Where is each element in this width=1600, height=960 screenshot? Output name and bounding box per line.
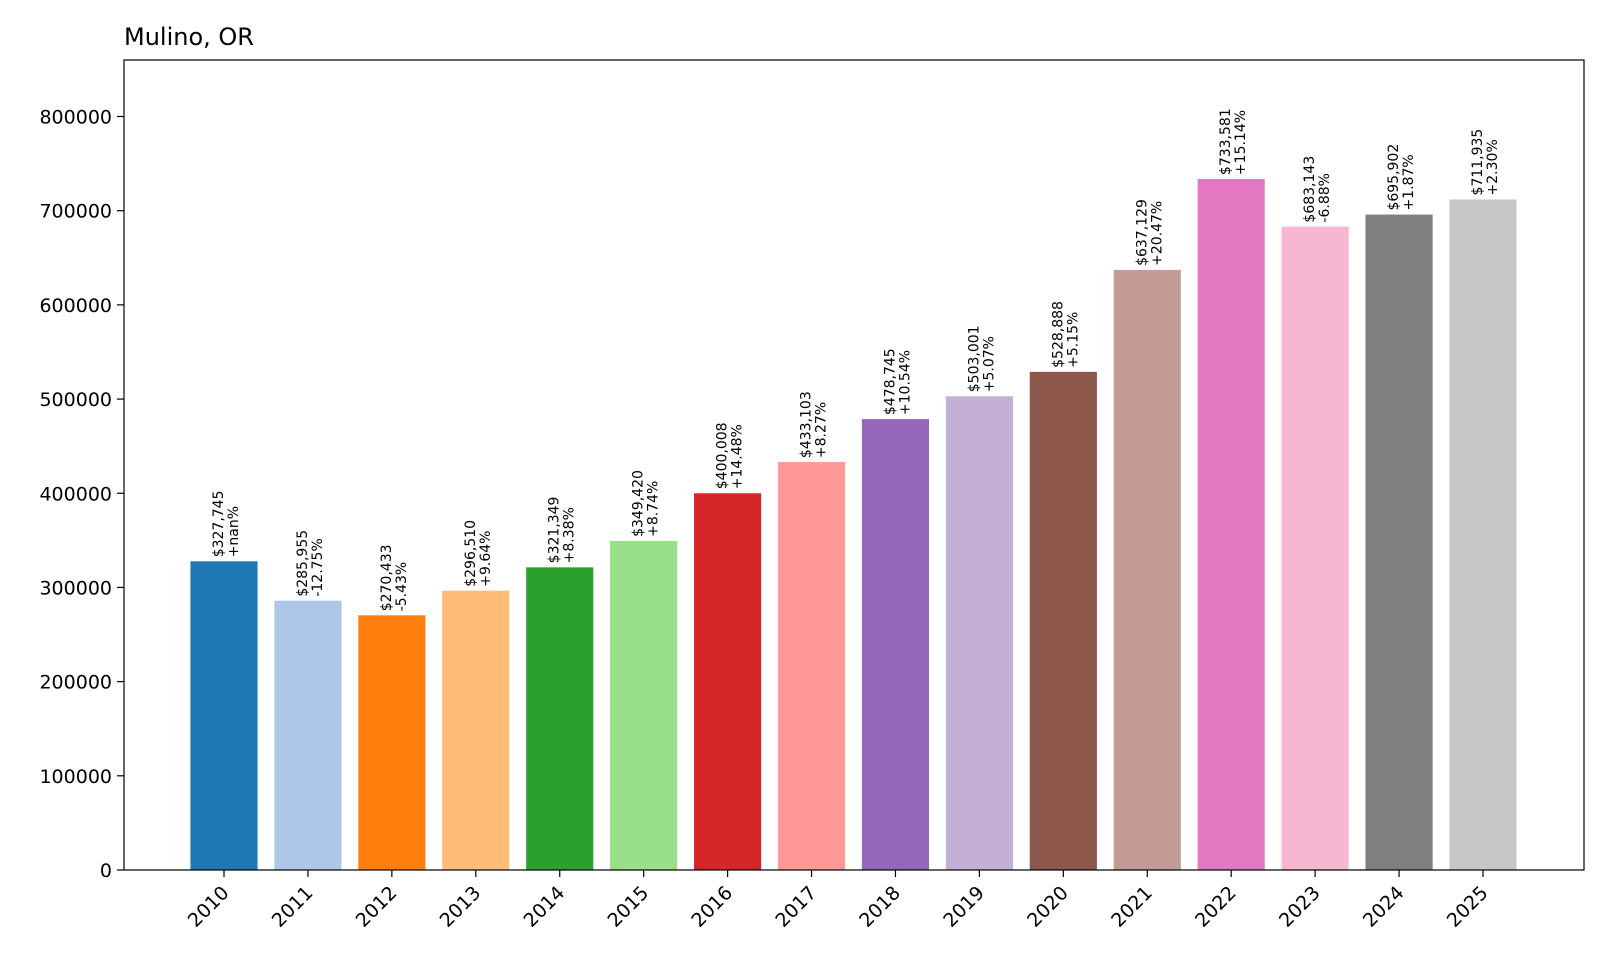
bar-change-text: +8.74%: [646, 481, 662, 537]
bar-2021: [1113, 269, 1181, 870]
bar-price-text: $695,902: [1386, 144, 1402, 211]
bar-price-text: $285,955: [295, 530, 311, 597]
bar-price-text: $637,129: [1134, 199, 1150, 266]
bar-2017: [777, 462, 846, 870]
bar-price-text: $296,510: [463, 520, 479, 587]
bar-change-text: +5.15%: [1065, 312, 1081, 368]
bar-price-text: $433,103: [799, 391, 815, 458]
x-tick-label: 2012: [352, 882, 402, 932]
bar-value-label: $327,745+nan%: [211, 490, 242, 557]
y-tick-label: 100000: [39, 766, 112, 788]
bar-value-label: $711,935+2.30%: [1470, 129, 1501, 196]
bar-price-text: $478,745: [882, 348, 898, 415]
bar-price-text: $349,420: [631, 470, 647, 537]
bar-value-label: $285,955-12.75%: [295, 530, 326, 597]
bar-price-text: $321,349: [547, 497, 563, 564]
bar-change-text: +10.54%: [897, 350, 913, 415]
bar-value-label: $683,143-6.88%: [1302, 156, 1333, 223]
y-tick-label: 200000: [39, 672, 112, 694]
bar-value-label: $270,433-5.43%: [379, 544, 410, 611]
bar-value-label: $503,001+5.07%: [966, 325, 997, 392]
bar-value-label: $321,349+8.38%: [547, 497, 578, 564]
bar-2010: [190, 561, 258, 870]
bar-price-text: $400,008: [715, 422, 731, 489]
bar-2012: [358, 615, 426, 870]
bar-2020: [1029, 371, 1097, 870]
y-tick-label: 600000: [39, 295, 112, 317]
bar-price-text: $528,888: [1050, 301, 1066, 368]
bar-change-text: +8.27%: [814, 402, 830, 458]
x-tick-label: 2020: [1023, 882, 1073, 932]
bar-2011: [274, 600, 342, 870]
bar-value-label: $400,008+14.48%: [715, 422, 746, 489]
y-tick-label: 800000: [39, 107, 112, 129]
bar-change-text: -12.75%: [310, 538, 326, 596]
x-axis: 2010 2011 2012 2013 2014 2015 2016 2017 2018 2019…: [184, 870, 1493, 932]
x-tick-label: 2015: [603, 882, 653, 932]
bar-change-text: +2.30%: [1485, 139, 1501, 195]
bar-value-label: $528,888+5.15%: [1050, 301, 1081, 368]
y-tick-label: 500000: [39, 389, 112, 411]
x-tick-label: 2022: [1191, 882, 1241, 932]
bar-change-text: +9.64%: [478, 531, 494, 587]
bar-price-text: $683,143: [1302, 156, 1318, 223]
bar-2024: [1365, 214, 1433, 870]
bar-value-label: $478,745+10.54%: [882, 348, 913, 415]
bar-change-text: +20.47%: [1149, 201, 1165, 266]
bar-2013: [442, 590, 510, 870]
bar-price-text: $733,581: [1218, 108, 1234, 175]
bar-2018: [861, 419, 930, 870]
bar-change-text: +14.48%: [730, 424, 746, 489]
bar-change-text: +8.38%: [562, 507, 578, 563]
bar-price-text: $503,001: [966, 325, 982, 392]
y-axis: 0 100000 200000 300000 400000 500000 600000 700…: [39, 107, 124, 882]
bar-2022: [1197, 179, 1265, 870]
x-tick-label: 2016: [687, 882, 737, 932]
x-tick-label: 2014: [520, 882, 570, 932]
bar-change-text: -5.43%: [394, 562, 410, 612]
chart-title: Mulino, OR: [124, 23, 254, 51]
x-tick-label: 2019: [939, 882, 989, 932]
bar-change-text: -6.88%: [1317, 173, 1333, 223]
bar-change-text: +nan%: [226, 506, 242, 557]
bar-price-text: $711,935: [1470, 129, 1486, 196]
bar-labels-layer: $327,745+nan% $285,955-12.75% $270,433-5.4…: [211, 108, 1501, 611]
bar-2019: [945, 396, 1013, 870]
bar-price-text: $327,745: [211, 490, 227, 557]
x-tick-label: 2017: [771, 882, 821, 932]
bar-2014: [526, 567, 594, 870]
bar-change-text: +15.14%: [1233, 110, 1249, 175]
bar-value-label: $296,510+9.64%: [463, 520, 494, 587]
bar-change-text: +1.87%: [1401, 154, 1417, 210]
bar-2015: [610, 540, 678, 870]
bar-value-label: $733,581+15.14%: [1218, 108, 1249, 175]
bar-2023: [1281, 226, 1349, 871]
bar-change-text: +5.07%: [981, 336, 997, 392]
y-tick-label: 300000: [39, 577, 112, 599]
x-tick-label: 2011: [268, 882, 318, 932]
y-tick-label: 700000: [39, 201, 112, 223]
y-tick-label: 0: [100, 860, 112, 882]
bars-layer: [190, 179, 1517, 871]
x-tick-label: 2010: [184, 882, 234, 932]
plot-frame: [123, 59, 1585, 871]
x-tick-label: 2024: [1359, 882, 1409, 932]
bar-2025: [1449, 199, 1517, 871]
x-tick-label: 2013: [436, 882, 486, 932]
bar-value-label: $637,129+20.47%: [1134, 199, 1165, 266]
bar-price-text: $270,433: [379, 544, 395, 611]
x-tick-label: 2025: [1443, 882, 1493, 932]
bar-value-label: $349,420+8.74%: [631, 470, 662, 537]
bar-2016: [694, 493, 762, 870]
bar-value-label: $695,902+1.87%: [1386, 144, 1417, 211]
y-tick-label: 400000: [39, 483, 112, 505]
x-tick-label: 2021: [1107, 882, 1157, 932]
bar-value-label: $433,103+8.27%: [799, 391, 830, 458]
x-tick-label: 2018: [855, 882, 905, 932]
x-tick-label: 2023: [1275, 882, 1325, 932]
